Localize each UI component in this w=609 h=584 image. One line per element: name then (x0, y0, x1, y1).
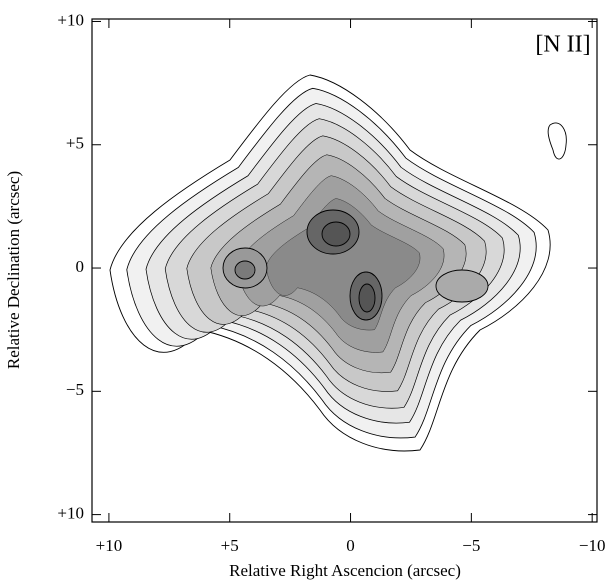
x-tick-label: +10 (96, 536, 123, 555)
annotation: [N II] (535, 32, 590, 58)
x-tick-label: 0 (346, 536, 355, 555)
x-tick-label: −5 (462, 536, 480, 555)
plot-frame (91, 18, 598, 523)
y-axis-label: Relative Declination (arcsec) (4, 171, 23, 369)
contour-map (109, 74, 566, 452)
x-axis-label: Relative Right Ascencion (arcsec) (229, 561, 461, 580)
y-tick-label: 0 (76, 257, 85, 276)
x-tick-label: +5 (221, 536, 239, 555)
y-tick-label: −5 (66, 380, 84, 399)
x-tick-label: −10 (579, 536, 606, 555)
y-tick-label: +10 (57, 10, 84, 29)
y-tick-label: +5 (66, 134, 84, 153)
y-tick-label: +10 (57, 504, 84, 523)
